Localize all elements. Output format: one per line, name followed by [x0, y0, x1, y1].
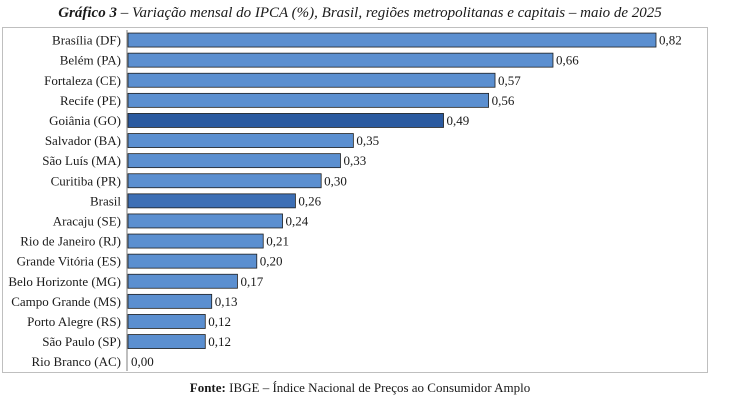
category-label-goiania-go: Goiânia (GO)	[49, 113, 121, 128]
category-label-fortaleza-ce: Fortaleza (CE)	[44, 73, 121, 88]
data-label-belem-pa: 0,66	[556, 53, 579, 68]
chart-title-label: Gráfico 3	[58, 5, 117, 21]
category-label-sao-paulo-sp: São Paulo (SP)	[42, 334, 121, 349]
category-label-grande-vitoria-es: Grande Vitória (ES)	[17, 254, 121, 269]
bar-sao-paulo-sp	[127, 334, 206, 349]
chart-title: Gráfico 3 – Variação mensal do IPCA (%),…	[0, 5, 720, 22]
source-text: IBGE – Índice Nacional de Preços ao Cons…	[225, 380, 531, 395]
category-label-sao-luis-ma: São Luís (MA)	[42, 153, 121, 168]
data-label-grande-vitoria-es: 0,20	[260, 254, 283, 269]
bar-aracaju-se	[127, 213, 283, 229]
category-label-rio-branco-ac: Rio Branco (AC)	[31, 354, 121, 369]
category-label-porto-alegre-rs: Porto Alegre (RS)	[27, 314, 121, 329]
data-label-aracaju-se: 0,24	[286, 213, 309, 228]
bar-goiania-go	[127, 113, 444, 128]
data-label-goiania-go: 0,49	[447, 113, 470, 128]
bar-recife-pe	[127, 92, 489, 108]
chart-title-text: – Variação mensal do IPCA (%), Brasil, r…	[116, 5, 662, 21]
data-label-rio-branco-ac: 0,00	[131, 354, 154, 369]
bar-porto-alegre-rs	[127, 314, 206, 329]
bar-rio-de-janeiro-rj	[127, 233, 264, 249]
bar-campo-grande-ms	[127, 293, 213, 309]
chart-frame	[2, 27, 708, 373]
data-label-fortaleza-ce: 0,57	[498, 73, 521, 88]
bar-fortaleza-ce	[127, 72, 496, 88]
data-label-rio-de-janeiro-rj: 0,21	[266, 234, 289, 249]
source-label: Fonte:	[189, 380, 226, 395]
data-label-belo-horizonte-mg: 0,17	[240, 274, 263, 289]
data-label-campo-grande-ms: 0,13	[215, 294, 238, 309]
bars-layer: Brasília (DF) 0,82 Belém (PA) 0,66 Fortaleza…	[8, 33, 681, 370]
category-label-brasil: Brasil	[90, 193, 121, 208]
category-label-rio-de-janeiro-rj: Rio de Janeiro (RJ)	[20, 234, 121, 249]
category-label-campo-grande-ms: Campo Grande (MS)	[11, 294, 121, 309]
bar-curitiba-pr	[127, 173, 322, 189]
bar-brasilia-df	[127, 32, 657, 48]
data-label-porto-alegre-rs: 0,12	[208, 314, 231, 329]
data-label-brasilia-df: 0,82	[659, 33, 682, 48]
bar-brasil	[127, 193, 296, 209]
category-label-curitiba-pr: Curitiba (PR)	[51, 173, 121, 188]
data-label-brasil: 0,26	[298, 193, 321, 208]
category-label-brasilia-df: Brasília (DF)	[52, 33, 121, 48]
bar-salvador-ba	[127, 133, 354, 148]
data-label-salvador-ba: 0,35	[356, 133, 379, 148]
data-label-curitiba-pr: 0,30	[324, 173, 347, 188]
data-label-recife-pe: 0,56	[492, 93, 515, 108]
category-label-recife-pe: Recife (PE)	[60, 93, 121, 108]
bar-belem-pa	[127, 52, 554, 68]
category-label-aracaju-se: Aracaju (SE)	[53, 213, 121, 228]
bar-grande-vitoria-es	[127, 253, 258, 269]
data-label-sao-paulo-sp: 0,12	[208, 334, 231, 349]
source-note: Fonte: IBGE – Índice Nacional de Preços …	[0, 380, 720, 396]
bar-belo-horizonte-mg	[127, 273, 238, 289]
bar-sao-luis-ma	[127, 153, 341, 169]
category-label-belem-pa: Belém (PA)	[60, 53, 121, 68]
data-label-sao-luis-ma: 0,33	[343, 153, 366, 168]
category-label-salvador-ba: Salvador (BA)	[45, 133, 121, 148]
category-label-belo-horizonte-mg: Belo Horizonte (MG)	[8, 274, 121, 289]
